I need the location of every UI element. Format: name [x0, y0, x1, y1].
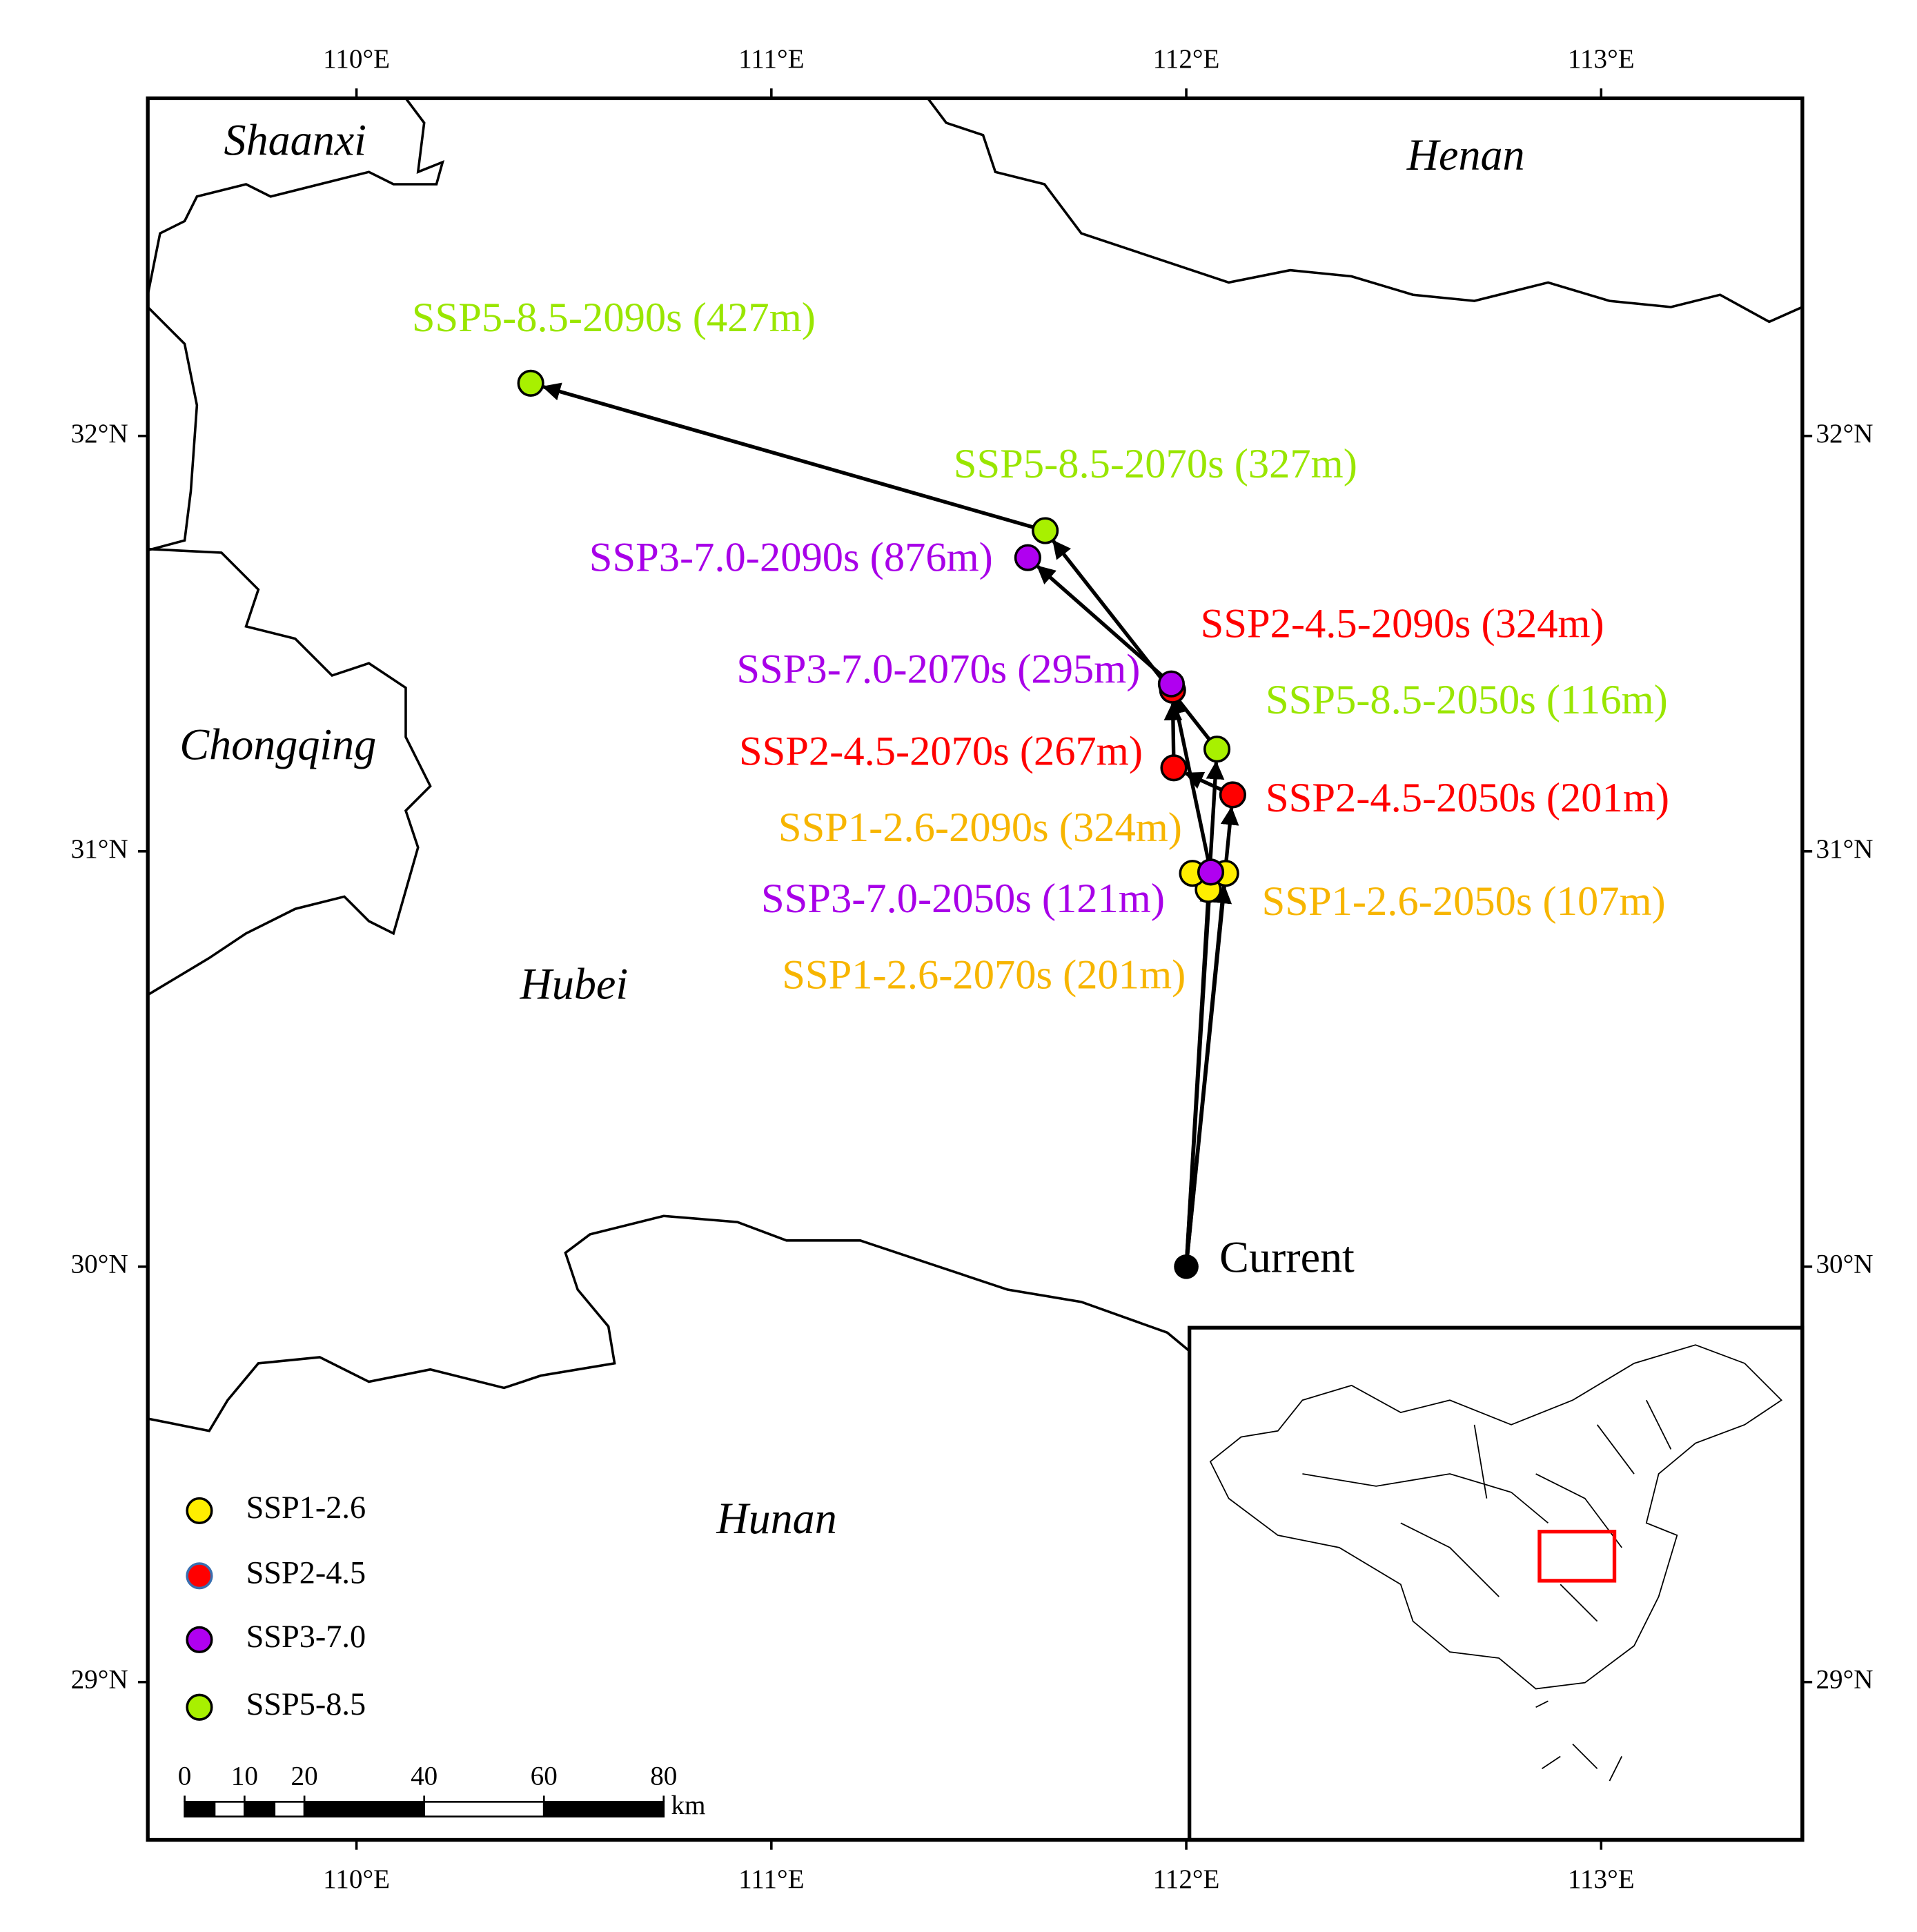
x-tick-label: 113°E	[1568, 44, 1635, 74]
current-point	[1174, 1254, 1199, 1279]
scale-label: 40	[411, 1761, 438, 1791]
current-label: Current	[1219, 1232, 1355, 1281]
legend-marker	[186, 1626, 213, 1653]
point-label: SSP3-7.0-2070s (295m)	[736, 646, 1140, 692]
legend-label: SSP1-2.6	[246, 1490, 366, 1526]
legend-label: SSP3-7.0	[246, 1619, 366, 1655]
scale-label: 60	[531, 1761, 558, 1791]
centroid-point	[1014, 544, 1041, 571]
scale-segment	[542, 1800, 665, 1818]
point-label: SSP2-4.5-2090s (324m)	[1201, 600, 1604, 647]
region-label: Shaanxi	[224, 116, 366, 165]
x-tick-label: 110°E	[323, 1864, 390, 1894]
province-borders	[146, 97, 1803, 1432]
border	[927, 97, 1803, 324]
scale-label: 0	[178, 1761, 192, 1791]
data-layer: Shaanxi Henan Chongqing Hubei Hunan Current SS…	[178, 116, 1669, 1820]
centroid-point	[1197, 858, 1225, 886]
centroid-point	[517, 369, 544, 397]
shift-arrow	[1052, 540, 1219, 751]
point-label: SSP5-8.5-2070s (327m)	[954, 441, 1357, 487]
point-label: SSP3-7.0-2050s (121m)	[761, 876, 1165, 922]
study-area-box	[1537, 1530, 1617, 1583]
x-tick-label: 113°E	[1568, 1864, 1635, 1894]
y-tick-label: 30°N	[1816, 1250, 1873, 1279]
province-lines	[1302, 1399, 1672, 1622]
region-label: Chongqing	[179, 720, 376, 769]
scale-segment	[273, 1800, 306, 1818]
point-label: SSP1-2.6-2070s (201m)	[782, 952, 1186, 998]
legend-marker	[186, 1693, 213, 1721]
x-tick-label: 111°E	[738, 44, 804, 74]
point-label: SSP2-4.5-2070s (267m)	[739, 729, 1143, 775]
point-label: SSP2-4.5-2050s (201m)	[1266, 775, 1669, 821]
legend-label: SSP2-4.5	[246, 1555, 366, 1590]
y-tick-label: 31°N	[1816, 834, 1873, 864]
point-label: SSP1-2.6-2090s (324m)	[778, 805, 1182, 851]
y-tick-label: 31°N	[71, 834, 128, 864]
centroid-point	[1219, 781, 1246, 809]
border	[147, 1214, 1190, 1432]
scale-unit: km	[671, 1791, 705, 1820]
x-tick-label: 110°E	[323, 44, 390, 74]
inset-frame	[1187, 1325, 1805, 1842]
scale-label: 80	[650, 1761, 677, 1791]
scale-segment	[184, 1800, 216, 1818]
x-tick-label: 112°E	[1153, 1864, 1220, 1894]
scale-label: 10	[231, 1761, 258, 1791]
scale-segment	[244, 1800, 276, 1818]
shift-arrow	[1168, 695, 1213, 873]
legend-label: SSP5-8.5	[246, 1687, 366, 1722]
shift-arrows	[542, 382, 1239, 1268]
x-tick-label: 111°E	[738, 1864, 804, 1894]
scale-segment	[213, 1800, 246, 1818]
border	[146, 97, 445, 295]
region-label: Hubei	[520, 960, 629, 1009]
y-tick-label: 32°N	[71, 419, 128, 448]
y-tick-label: 32°N	[1816, 419, 1873, 448]
legend-marker	[186, 1497, 213, 1525]
map-frame	[146, 96, 1805, 1842]
shift-arrow	[1184, 760, 1225, 1267]
scale-label: 20	[291, 1761, 318, 1791]
border	[146, 306, 199, 552]
legend-marker	[186, 1562, 213, 1590]
point-label: SSP5-8.5-2090s (427m)	[412, 295, 816, 341]
point-label: SSP1-2.6-2050s (107m)	[1262, 878, 1666, 925]
region-label: Hunan	[716, 1494, 836, 1543]
china-outline	[1209, 1344, 1783, 1690]
inset-map	[1187, 1325, 1805, 1842]
scale-segment	[303, 1800, 426, 1818]
y-tick-label: 30°N	[71, 1250, 128, 1279]
border	[147, 547, 432, 996]
point-label: SSP5-8.5-2050s (116m)	[1266, 677, 1668, 723]
y-tick-label: 29°N	[1816, 1665, 1873, 1695]
region-label: Henan	[1406, 130, 1525, 179]
scale-segment	[423, 1800, 545, 1818]
x-tick-label: 112°E	[1153, 44, 1220, 74]
centroid-point	[1157, 670, 1185, 698]
islands	[1535, 1700, 1623, 1782]
centroid-point	[1160, 754, 1188, 782]
y-tick-label: 29°N	[71, 1665, 128, 1695]
centroid-point	[1203, 736, 1231, 763]
point-label: SSP3-7.0-2090s (876m)	[589, 534, 993, 580]
shift-arrow	[542, 382, 1046, 533]
centroid-point	[1032, 517, 1059, 544]
